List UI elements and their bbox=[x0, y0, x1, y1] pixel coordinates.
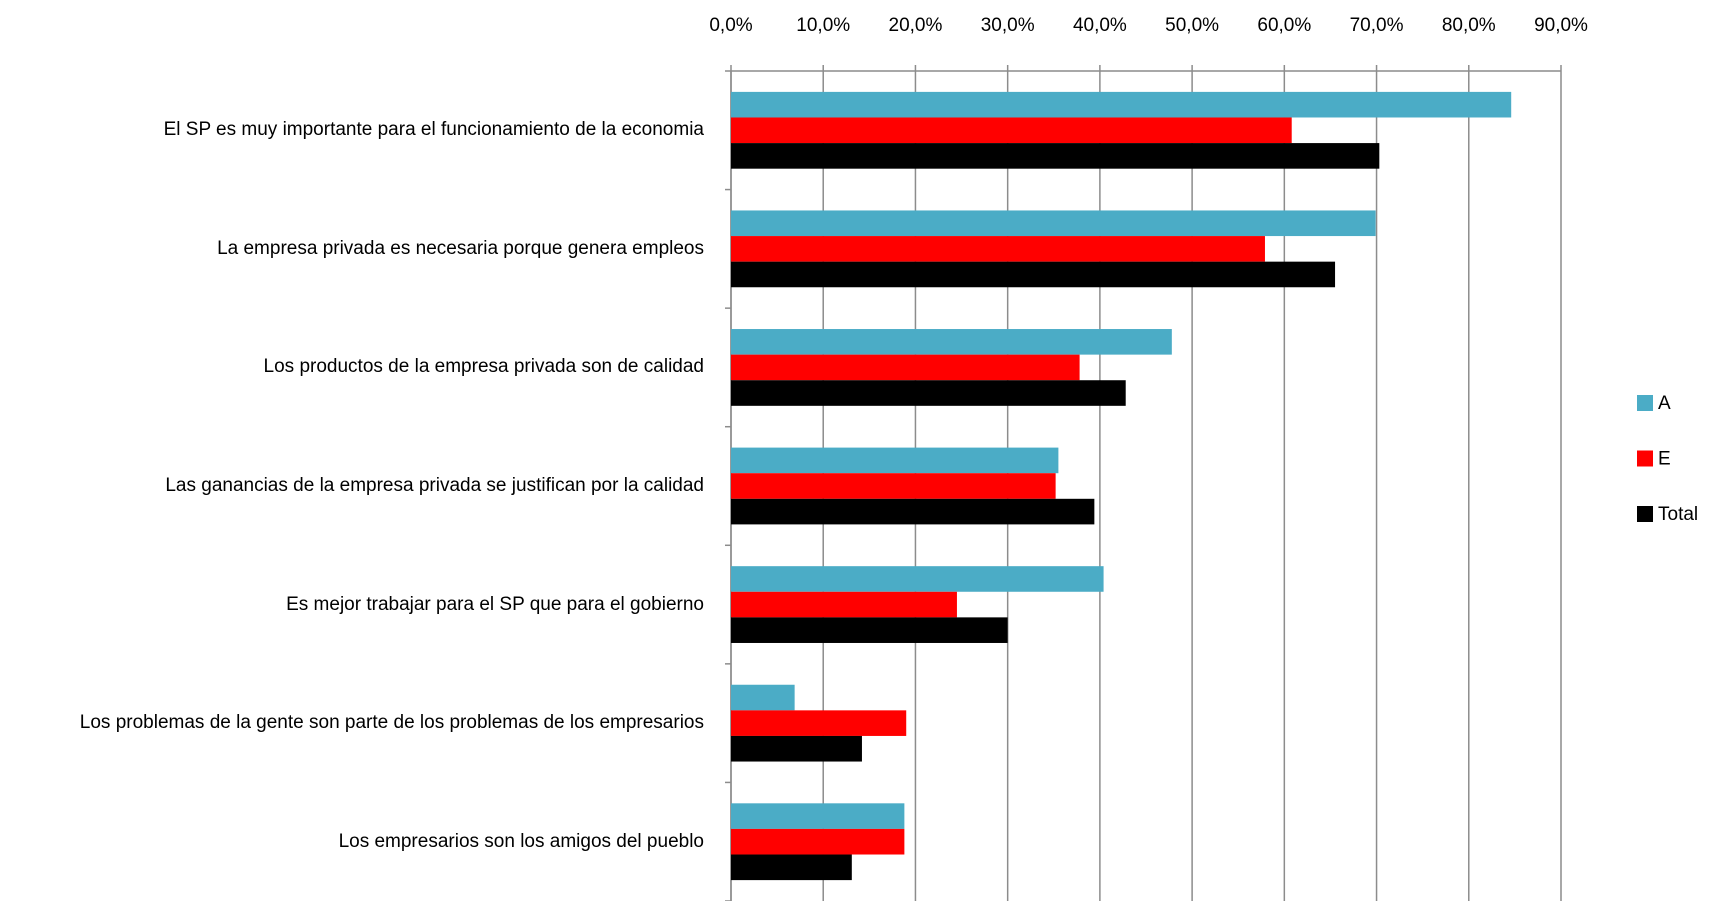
y-tick-label: Las ganancias de la empresa privada se j… bbox=[165, 475, 704, 496]
x-tick-label: 60,0% bbox=[1257, 15, 1311, 36]
category-label-box: Los problemas de la gente son parte de l… bbox=[4, 705, 704, 741]
legend-swatch bbox=[1637, 506, 1653, 522]
bar bbox=[731, 710, 907, 736]
bar bbox=[731, 117, 1292, 144]
bar bbox=[731, 261, 1336, 288]
bar bbox=[731, 566, 1104, 592]
category-label-box: La empresa privada es necesaria porque g… bbox=[4, 231, 704, 267]
bar bbox=[731, 828, 905, 855]
legend-swatch bbox=[1637, 450, 1653, 467]
category-label-box: Los empresarios son los amigos del puebl… bbox=[4, 824, 704, 860]
y-tick-label: Los problemas de la gente son parte de l… bbox=[79, 712, 704, 734]
bar bbox=[731, 498, 1095, 525]
bar bbox=[731, 684, 795, 711]
bar bbox=[731, 735, 862, 762]
bar bbox=[731, 354, 1080, 381]
x-tick-label: 30,0% bbox=[981, 15, 1035, 36]
x-tick-label: 90,0% bbox=[1534, 15, 1588, 36]
bar bbox=[731, 91, 1512, 118]
bar bbox=[731, 591, 957, 618]
bar bbox=[731, 473, 1056, 499]
bar bbox=[731, 854, 852, 881]
category-label-box: Los productos de la empresa privada son … bbox=[4, 349, 704, 385]
y-tick-label: Es mejor trabajar para el SP que para el… bbox=[286, 593, 704, 615]
bar bbox=[731, 803, 905, 829]
bar bbox=[731, 143, 1380, 169]
x-tick-label: 0,0% bbox=[709, 15, 752, 36]
x-tick-label: 70,0% bbox=[1350, 15, 1404, 36]
bar bbox=[731, 329, 1172, 355]
bar bbox=[731, 617, 1008, 643]
legend-label: Total bbox=[1658, 504, 1698, 525]
bar bbox=[731, 380, 1126, 406]
x-tick-label: 20,0% bbox=[889, 15, 943, 36]
x-tick-label: 50,0% bbox=[1165, 15, 1219, 36]
bar bbox=[731, 236, 1265, 262]
legend-label: A bbox=[1658, 393, 1671, 414]
y-tick-label: Los empresarios son los amigos del puebl… bbox=[338, 830, 704, 852]
x-tick-label: 80,0% bbox=[1442, 15, 1496, 36]
category-label-box: Es mejor trabajar para el SP que para el… bbox=[4, 587, 704, 623]
bar bbox=[731, 447, 1059, 474]
legend-swatch bbox=[1637, 395, 1653, 411]
y-tick-label: Los productos de la empresa privada son … bbox=[263, 356, 704, 378]
y-tick-label: La empresa privada es necesaria porque g… bbox=[217, 237, 704, 259]
category-label-box: El SP es muy importante para el funciona… bbox=[4, 112, 704, 148]
y-tick-label: El SP es muy importante para el funciona… bbox=[163, 119, 704, 141]
category-label-box: Las ganancias de la empresa privada se j… bbox=[4, 468, 704, 504]
x-tick-label: 10,0% bbox=[796, 15, 850, 36]
legend-label: E bbox=[1658, 449, 1671, 470]
bar bbox=[731, 210, 1376, 237]
x-tick-label: 40,0% bbox=[1073, 15, 1127, 36]
